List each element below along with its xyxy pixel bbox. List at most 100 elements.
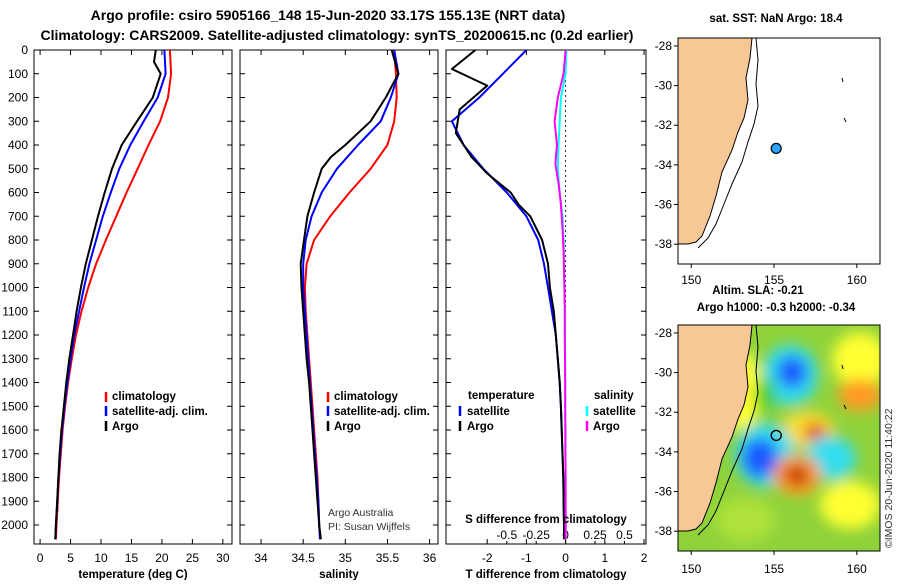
depth-tick-label: 1100 — [2, 304, 28, 318]
sla-map-panel: Altim. SLA: -0.21 Argo h1000: -0.3 h2000… — [655, 285, 881, 576]
map-lat-label: -30 — [655, 79, 673, 93]
sla-map-title-line2: Argo h1000: -0.3 h2000: -0.34 — [697, 302, 856, 314]
temperature-x-ticks: 0 5 10 15 20 25 30 — [34, 49, 232, 565]
salinity-legend: climatology satellite-adj. clim. Argo — [326, 391, 430, 433]
sla-blob — [777, 356, 807, 388]
depth-tick-label: 1600 — [1, 423, 28, 437]
difference-plot-frame — [445, 49, 647, 545]
depth-tick-label: 1300 — [1, 352, 28, 366]
depth-tick-label: 500 — [8, 162, 28, 176]
depth-tick-label: 1800 — [1, 471, 28, 485]
legend-temperature-heading: temperature — [468, 390, 534, 402]
legend-salinity-heading: salinity — [594, 390, 634, 402]
x-tick-label: 25 — [186, 551, 200, 565]
map-lon-label: 155 — [764, 273, 784, 287]
depth-tick-label: 1700 — [1, 447, 28, 461]
sla-blob — [838, 379, 880, 411]
x-tick-label: 35.5 — [376, 551, 400, 565]
sst-map-panel: sat. SST: NaN Argo: 18.4 150 155 160 -28 -30… — [655, 13, 881, 287]
x-tick-label: 34.5 — [292, 551, 316, 565]
legend-s-satellite-label: satellite — [593, 406, 636, 418]
s-tick-label: -0.5 — [496, 528, 517, 542]
x-tick-label: 35 — [339, 551, 353, 565]
map-lat-label: -34 — [655, 158, 673, 172]
salinity-profiles — [299, 50, 400, 540]
sla-blob — [755, 377, 775, 413]
depth-tick-label: 900 — [8, 257, 28, 271]
credit-pi: PI: Susan Wijffels — [328, 521, 410, 533]
figure-title-line2: Climatology: CARS2009. Satellite-adjuste… — [41, 27, 634, 43]
depth-tick-label: 0 — [21, 43, 28, 57]
depth-tick-label: 1200 — [1, 328, 28, 342]
x-tick-label: 10 — [94, 551, 108, 565]
argo-float-marker — [770, 429, 782, 442]
map-lon-label: 150 — [681, 273, 701, 287]
x-tick-label: 34 — [254, 551, 268, 565]
depth-tick-label: 1000 — [1, 281, 28, 295]
x-tick-label: 20 — [155, 551, 169, 565]
s-tick-label: 0.5 — [616, 528, 633, 542]
offshore-reefs — [841, 364, 847, 410]
credit-argo-australia: Argo Australia — [328, 507, 394, 519]
sst-map-title: sat. SST: NaN Argo: 18.4 — [709, 13, 843, 25]
depth-tick-label: 1400 — [1, 376, 28, 390]
x-tick-label: 30 — [216, 551, 230, 565]
x-tick-label: 1 — [601, 551, 608, 565]
salinity-axis-ticks: 34 34.5 35 35.5 36 — [240, 49, 438, 565]
s-tick-label: 0.25 — [583, 528, 607, 542]
legend-climatology-label: climatology — [112, 391, 177, 403]
sla-blob — [803, 423, 827, 441]
difference-profiles — [450, 50, 568, 540]
profile-line-argo — [299, 50, 400, 540]
imos-timestamp: ©IMOS 20-Jun-2020 11:40:22 — [883, 408, 895, 548]
sla-map-title-line1: Altim. SLA: -0.21 — [712, 285, 804, 297]
s-difference-axis-label: S difference from climatology — [465, 514, 627, 526]
sla-map-ticks: 150 155 160 -28 -30 -32 -34 -36 -38 — [655, 326, 867, 576]
salinity-panel: 34 34.5 35 35.5 36 climatology satellite-adj… — [239, 49, 439, 581]
profile-line-salinity-argo — [553, 50, 567, 540]
depth-tick-label: 300 — [8, 114, 28, 128]
x-tick-label: 5 — [67, 551, 74, 565]
map-lat-label: -32 — [655, 118, 673, 132]
depth-tick-label: 600 — [8, 186, 28, 200]
depth-tick-label: 100 — [8, 67, 28, 81]
depth-tick-label: 1900 — [1, 494, 28, 508]
figure-title-line1: Argo profile: csiro 5905166_148 15-Jun-2… — [91, 7, 566, 23]
sst-map-land-group — [678, 38, 847, 249]
x-tick-label: -2 — [482, 551, 493, 565]
depth-tick-label: 400 — [8, 138, 28, 152]
x-tick-label: 0 — [37, 551, 44, 565]
isobath-contour — [697, 325, 759, 536]
temperature-axis-label: temperature (deg C) — [78, 569, 187, 580]
s-tick-label: -0.25 — [523, 528, 551, 542]
x-tick-label: 36 — [423, 551, 437, 565]
legend-t-argo-label: Argo — [467, 421, 494, 433]
depth-tick-label: 800 — [8, 233, 28, 247]
sla-blob — [785, 465, 809, 485]
map-lon-label: 160 — [847, 273, 867, 287]
depth-tick-label: 200 — [8, 91, 28, 105]
temperature-legend: climatology satellite-adj. clim. Argo — [104, 391, 208, 433]
x-tick-label: -1 — [521, 551, 532, 565]
depth-tick-label: 700 — [8, 209, 28, 223]
depth-tick-labels: 0 100 200 300 400 500 600 700 800 900 1000 1100 1200… — [1, 43, 28, 532]
legend-t-satellite-label: satellite — [467, 406, 510, 418]
map-lon-label: 160 — [847, 562, 867, 576]
difference-salinity-legend: salinity satellite Argo — [585, 390, 636, 433]
depth-tick-label: 1500 — [1, 399, 28, 413]
australia-coastline — [678, 325, 753, 532]
map-lon-label: 150 — [681, 562, 701, 576]
t-difference-axis-label: T difference from climatology — [465, 569, 627, 580]
sst-map-ticks: 150 155 160 -28 -30 -32 -34 -36 -38 — [655, 39, 867, 287]
difference-temperature-legend: temperature satellite Argo — [458, 390, 534, 433]
map-lon-label: 155 — [764, 562, 784, 576]
x-tick-label: 15 — [125, 551, 139, 565]
sla-blob — [832, 332, 880, 388]
isobath-contour — [697, 38, 759, 249]
offshore-reefs — [841, 77, 847, 123]
australia-coastline — [678, 38, 753, 245]
map-lat-label: -30 — [655, 366, 673, 380]
depth-tick-label: 2000 — [1, 518, 28, 532]
legend-argo-label: Argo — [112, 421, 139, 433]
sst-map-frame — [677, 37, 881, 265]
